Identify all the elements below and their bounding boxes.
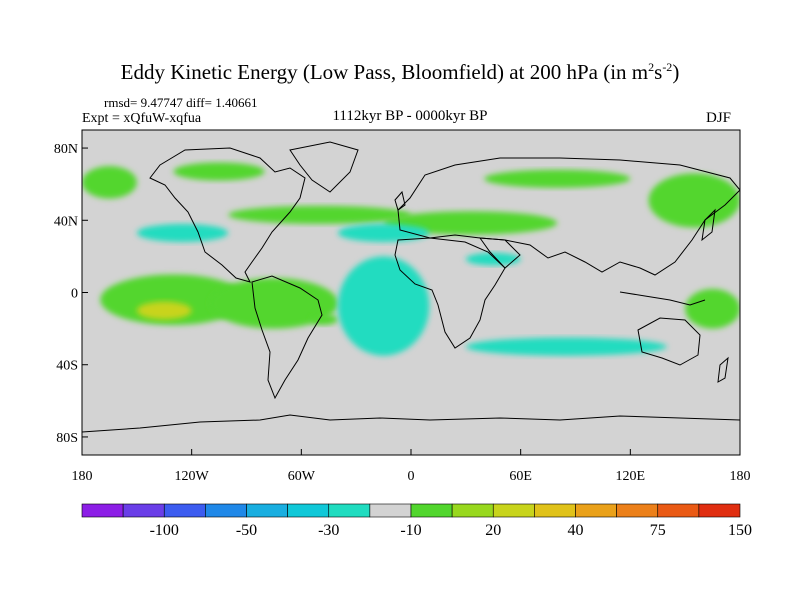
x-tick-label: 120E [616, 469, 646, 484]
chart-title: Eddy Kinetic Energy (Low Pass, Bloomfiel… [120, 60, 680, 84]
region-north-pacific-positive [82, 166, 137, 199]
colorbar-swatch [246, 503, 288, 518]
colorbar-label: -30 [318, 522, 340, 539]
colorbar-swatch [287, 503, 330, 518]
x-tick-label: 60E [509, 469, 532, 484]
region-south-atlantic-positive [310, 314, 338, 326]
region-east-pacific-core [136, 301, 192, 320]
colorbar-swatch [657, 503, 700, 518]
region-north-atlantic-negative [337, 223, 430, 242]
axes: 80N 40N 0 40S 80S 180 120W 60W 0 60E 120E 180 [54, 142, 751, 484]
colorbar-label: -100 [149, 522, 179, 539]
colorbar-swatch [328, 503, 371, 518]
region-west-pacific-positive [685, 288, 740, 329]
colorbar-label: 40 [567, 522, 584, 539]
region-south-indian-negative [465, 337, 667, 356]
coastlines [82, 141, 740, 433]
colorbar-swatch [410, 503, 453, 518]
region-north-pacific-arctic-positive [173, 162, 265, 181]
colorbar-swatch [616, 503, 659, 518]
y-tick-label: 80N [54, 142, 78, 157]
coast-south-america [251, 275, 323, 400]
experiment-label: Expt = xQfuW-xqfua [82, 111, 202, 126]
colorbar-label: -50 [235, 522, 258, 539]
region-north-africa-negative [465, 252, 521, 266]
x-tick-label: 180 [730, 469, 751, 484]
coast-indonesia [619, 291, 706, 306]
region-north-atlantic-positive [228, 205, 411, 224]
x-tick-label: 120W [175, 469, 210, 484]
colorbar-swatch [451, 503, 494, 518]
colorbar-swatch [205, 503, 247, 518]
coast-britain [394, 190, 406, 211]
coast-eurasia [397, 157, 740, 276]
coast-north-america [149, 147, 306, 283]
colorbar-label: 150 [728, 522, 752, 539]
region-mediterranean-positive [383, 211, 558, 235]
colorbar-label: -10 [400, 522, 422, 539]
region-north-pacific-negative [136, 223, 229, 242]
region-west-siberia-positive [484, 169, 631, 188]
colorbar-swatch [163, 503, 206, 518]
region-south-america-positive [209, 278, 338, 329]
colorbar-label: 20 [485, 522, 502, 539]
coast-greenland [289, 141, 359, 193]
coast-japan [701, 208, 716, 242]
coast-australia [637, 317, 701, 366]
y-tick-label: 0 [71, 287, 78, 302]
colorbar-swatch [575, 503, 617, 518]
stats-label: rmsd= 9.47747 diff= 1.40661 [104, 95, 258, 110]
y-tick-label: 40N [54, 214, 78, 229]
period-label: 1112kyr BP - 0000kyr BP [332, 108, 488, 124]
colorbar-swatch [81, 503, 124, 518]
x-tick-label: 180 [72, 469, 93, 484]
x-tick-label: 0 [408, 469, 415, 484]
colorbar-swatch [534, 503, 576, 518]
y-tick-label: 40S [56, 359, 78, 374]
region-central-atlantic-negative [337, 256, 430, 356]
coast-africa [394, 237, 506, 349]
season-label: DJF [706, 110, 732, 126]
x-tick-label: 60W [288, 469, 316, 484]
colorbar-label: 75 [649, 522, 666, 539]
y-tick-label: 80S [56, 431, 78, 446]
coast-arabia [478, 237, 521, 269]
region-north-east-asia-positive [648, 173, 740, 228]
colorbar-swatch [492, 503, 535, 518]
region-east-pacific-positive [100, 274, 247, 325]
colorbar-swatch [698, 503, 741, 518]
colorbar [81, 503, 741, 518]
coast-new-zealand [717, 356, 729, 383]
coast-antarctica [82, 414, 740, 433]
colorbar-swatch [369, 503, 412, 518]
colorbar-swatch [122, 503, 165, 518]
